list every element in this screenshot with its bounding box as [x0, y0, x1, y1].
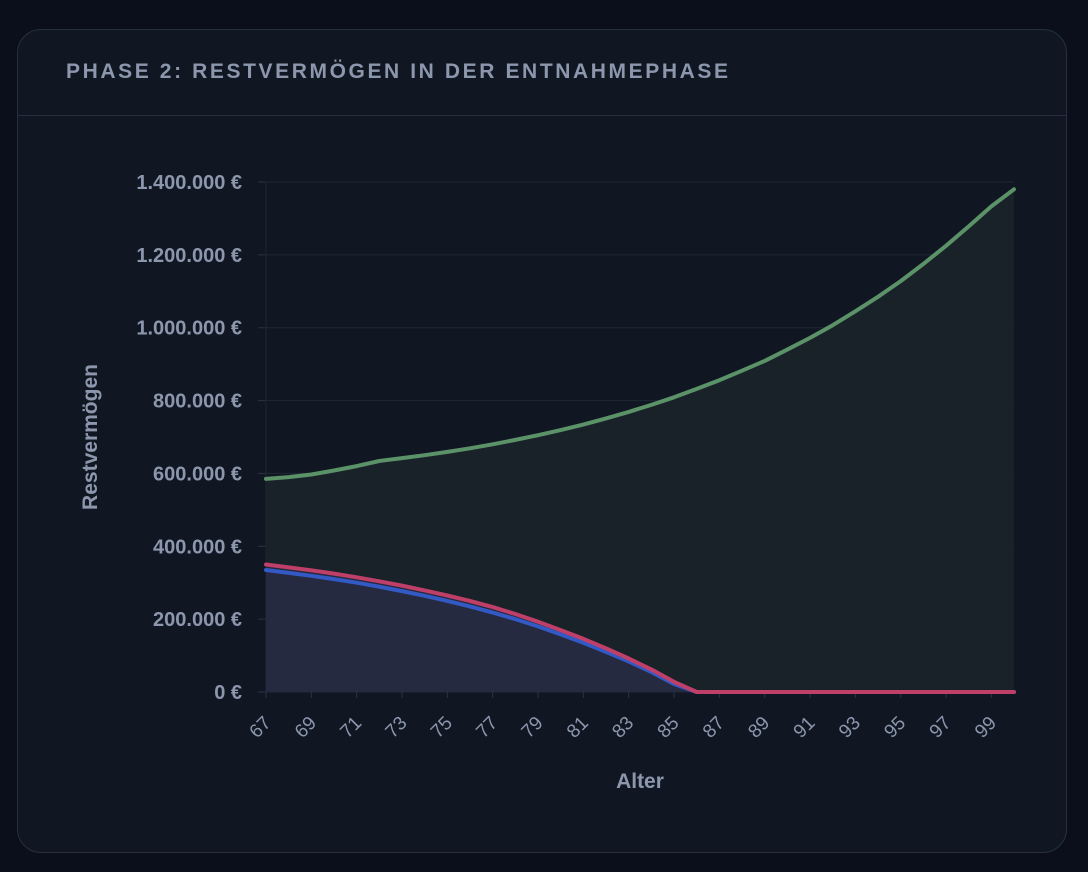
y-tick-label: 0 €: [214, 682, 242, 704]
card-header: PHASE 2: RESTVERMÖGEN IN DER ENTNAHMEPHA…: [18, 30, 1066, 116]
x-tick-label: 77: [472, 713, 502, 743]
x-tick-label: 93: [835, 713, 865, 743]
x-tick-label: 91: [790, 713, 820, 743]
x-tick-label: 67: [246, 713, 276, 743]
x-tick-label: 73: [382, 713, 412, 743]
series-line-2: [264, 562, 1016, 694]
x-tick-label: 89: [744, 713, 774, 743]
y-tick-label: 1.000.000 €: [136, 318, 242, 340]
x-tick-label: 69: [291, 713, 321, 743]
y-tick-label: 200.000 €: [153, 609, 242, 631]
y-axis-label: Restvermögen: [79, 364, 102, 510]
x-tick-label: 97: [926, 713, 956, 743]
series-area-0: [266, 189, 1014, 693]
series-areas: [266, 189, 1014, 693]
x-tick-label: 81: [563, 713, 593, 743]
x-tick-label: 99: [971, 713, 1001, 743]
y-tick-label: 600.000 €: [153, 463, 242, 485]
x-tick-label: 71: [336, 713, 366, 743]
x-tick-label: 79: [518, 713, 548, 743]
x-tick-label: 83: [608, 713, 638, 743]
x-tick-label: 87: [699, 713, 729, 743]
x-axis-label: Alter: [616, 770, 664, 793]
y-tick-label: 1.400.000 €: [136, 172, 242, 194]
x-tick-label: 85: [654, 713, 684, 743]
y-tick-label: 400.000 €: [153, 536, 242, 558]
y-tick-label: 1.200.000 €: [136, 245, 242, 267]
series-lines: [264, 187, 1016, 694]
x-tick-label: 95: [880, 713, 910, 743]
y-tick-label: 800.000 €: [153, 391, 242, 413]
card-title: PHASE 2: RESTVERMÖGEN IN DER ENTNAHMEPHA…: [66, 60, 731, 83]
x-tick-label: 75: [427, 713, 457, 743]
y-axis-ticks: 0 € 200.000 € 400.000 € 600.000 € 800.000 € 1…: [136, 172, 242, 704]
series-area-2: [266, 564, 1014, 692]
x-axis-ticks: 67 69 71 73 75 77 79 81 83 85 87 89 91 93 95 97 99: [246, 713, 1001, 743]
series-line-0: [264, 187, 1016, 481]
